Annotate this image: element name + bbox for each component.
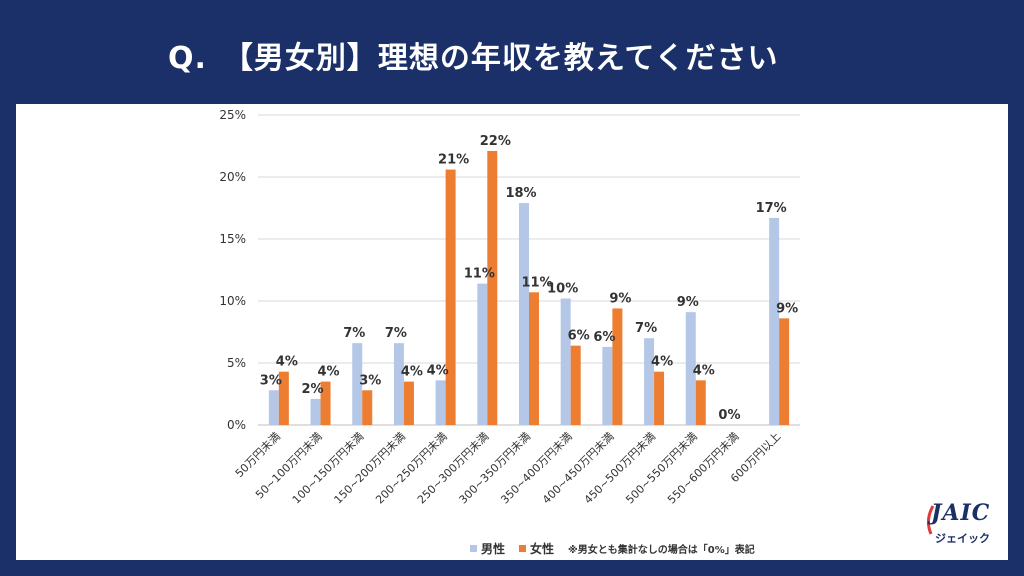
data-label-female: 22% <box>480 134 511 149</box>
legend-item-male: 男性 <box>470 540 505 557</box>
x-tick-label: 250~300万円未満 <box>415 430 492 507</box>
data-labels: 3%4%2%4%7%3%7%4% 4%21%11%22%18%11%10%6% 6%… <box>260 134 798 423</box>
data-label-male: 9% <box>677 295 699 310</box>
bar-male <box>519 203 529 425</box>
bar-male <box>310 398 321 425</box>
data-label-male: 18% <box>505 186 536 201</box>
data-label-female: 4% <box>401 365 423 380</box>
y-axis: 0% 5% 10% 15% 20% 25% <box>219 108 246 432</box>
data-label-female: 4% <box>693 363 715 378</box>
bar-male <box>685 312 696 425</box>
x-tick-label: 550~600万円未満 <box>665 430 742 507</box>
y-tick-label: 25% <box>219 108 246 122</box>
logo-sub-text: ジェイック <box>935 532 990 545</box>
data-label-female: 4% <box>317 365 339 380</box>
x-axis: 50万円未満50~100万円未満100~150万円未満150~200万円未満20… <box>233 430 784 507</box>
data-label-male: 0% <box>718 408 740 423</box>
y-tick-label: 10% <box>219 294 246 308</box>
legend-item-female: 女性 <box>519 540 554 557</box>
bar-female <box>779 318 790 425</box>
data-label-female: 11% <box>521 275 552 290</box>
data-label-male: 3% <box>260 373 282 388</box>
bar-male <box>560 298 571 425</box>
data-label-male: 11% <box>464 267 495 282</box>
data-label-female: 3% <box>359 373 381 388</box>
bar-male <box>435 380 446 425</box>
bar-male <box>644 338 655 425</box>
x-tick-label: 200~250万円未満 <box>373 430 450 507</box>
y-tick-label: 5% <box>227 356 246 370</box>
data-label-female: 21% <box>438 153 469 168</box>
data-label-male: 7% <box>635 321 657 336</box>
bar-male <box>769 217 780 425</box>
x-tick-label: 300~350万円未満 <box>457 430 534 507</box>
data-label-female: 6% <box>568 329 590 344</box>
header-bar: Q. 【男女別】理想の年収を教えてください <box>0 0 1024 104</box>
x-tick-label: 350~400万円未満 <box>498 430 575 507</box>
data-label-male: 2% <box>301 382 323 397</box>
data-label-female: 4% <box>651 355 673 370</box>
bar-female <box>278 371 289 425</box>
data-label-male: 7% <box>343 326 365 341</box>
y-tick-label: 15% <box>219 232 246 246</box>
x-tick-label: 150~200万円未満 <box>332 430 409 507</box>
data-label-female: 4% <box>276 355 298 370</box>
bar-male <box>477 283 488 425</box>
x-tick-label: 450~500万円未満 <box>582 430 659 507</box>
bar-female <box>570 345 581 425</box>
bar-female <box>529 292 539 425</box>
logo-swoosh-icon <box>926 505 935 535</box>
bar-male <box>393 343 404 425</box>
bar-male <box>602 346 613 425</box>
bar-female <box>695 380 706 425</box>
chart-panel <box>16 104 1008 560</box>
legend-label-male: 男性 <box>481 542 506 556</box>
bar-female <box>362 390 373 425</box>
y-tick-label: 0% <box>227 418 246 432</box>
y-tick-label: 20% <box>219 170 246 184</box>
bar-female <box>320 381 331 425</box>
legend-note: ※男女とも集計なしの場合は「0%」表記 <box>568 545 755 556</box>
x-tick-label: 400~450万円未満 <box>540 430 617 507</box>
bar-male <box>352 343 363 425</box>
x-tick-label: 100~150万円未満 <box>290 430 367 507</box>
bar-male <box>268 390 279 425</box>
chart-bars <box>268 150 790 425</box>
bar-female <box>487 150 498 425</box>
chart-legend: 男性 女性 ※男女とも集計なしの場合は「0%」表記 <box>470 540 755 557</box>
data-label-female: 9% <box>776 301 798 316</box>
bar-female <box>612 308 623 425</box>
data-label-male: 7% <box>385 326 407 341</box>
company-logo: JAIC ジェイック <box>925 500 995 550</box>
data-label-male: 10% <box>547 282 578 297</box>
data-label-male: 17% <box>756 201 787 216</box>
page-title: Q. 【男女別】理想の年収を教えてください <box>168 41 779 76</box>
legend-label-female: 女性 <box>530 542 555 556</box>
data-label-female: 9% <box>609 291 631 306</box>
bar-female <box>403 381 414 425</box>
logo-main-text: JAIC <box>931 500 991 526</box>
legend-swatch-male <box>470 545 477 552</box>
x-tick-label: 500~550万円未満 <box>623 430 700 507</box>
data-label-male: 4% <box>427 363 449 378</box>
bar-female <box>445 169 456 425</box>
legend-swatch-female <box>519 545 527 552</box>
bar-female <box>654 371 665 425</box>
data-label-male: 6% <box>593 330 615 345</box>
